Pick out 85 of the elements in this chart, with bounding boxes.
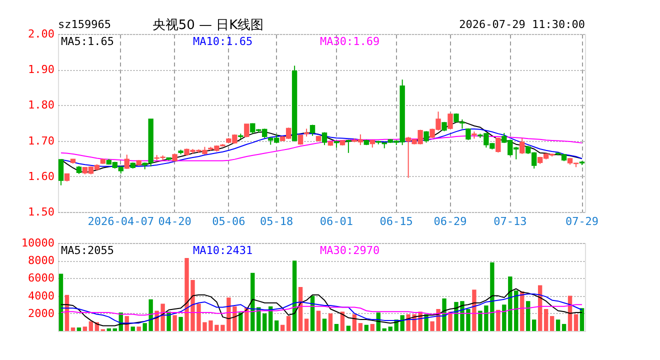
bar bbox=[70, 327, 76, 331]
bar bbox=[496, 310, 500, 331]
bar bbox=[274, 320, 279, 331]
bar bbox=[382, 328, 386, 331]
y-tick-label: 1.50 bbox=[28, 206, 54, 218]
y-tick-label: 8000 bbox=[28, 254, 54, 268]
bar bbox=[526, 301, 530, 331]
bar bbox=[364, 324, 369, 331]
text: MA30:1.69 bbox=[320, 35, 380, 48]
bar bbox=[514, 290, 518, 331]
bar bbox=[304, 318, 309, 331]
candlestick bbox=[496, 137, 501, 154]
bar bbox=[448, 312, 452, 331]
candlestick bbox=[424, 130, 429, 144]
line-series bbox=[60, 288, 583, 326]
x-tick-label: 06-15 bbox=[380, 215, 413, 228]
candlestick bbox=[322, 132, 328, 146]
bar bbox=[334, 324, 339, 331]
bar bbox=[502, 304, 506, 331]
text: MA10:2431 bbox=[193, 244, 253, 257]
bar bbox=[58, 274, 64, 331]
bar bbox=[322, 318, 327, 331]
bar bbox=[508, 276, 512, 331]
bar bbox=[292, 260, 297, 331]
y-tick-label: 4000 bbox=[28, 289, 54, 302]
x-tick-label: 05-18 bbox=[260, 215, 294, 228]
bar bbox=[82, 326, 88, 331]
bar bbox=[328, 313, 333, 331]
y-tick-label: 1.90 bbox=[28, 63, 54, 76]
candlestick bbox=[520, 137, 525, 154]
bar bbox=[358, 323, 363, 331]
bar bbox=[574, 314, 578, 331]
candlestick bbox=[58, 158, 64, 186]
bar bbox=[346, 326, 351, 331]
y-tick-label: 1.60 bbox=[28, 170, 54, 183]
candlestick bbox=[244, 124, 250, 138]
chart-title: 央视50 — 日K线图 bbox=[152, 18, 264, 33]
bar bbox=[136, 326, 141, 331]
candlestick bbox=[460, 118, 465, 130]
bar bbox=[262, 313, 267, 331]
line-series bbox=[60, 304, 583, 316]
text: sz159965 bbox=[58, 18, 111, 31]
line-series bbox=[60, 294, 583, 324]
bar bbox=[580, 308, 584, 331]
bar bbox=[532, 320, 536, 331]
bar bbox=[172, 315, 177, 331]
text: MA5:1.65 bbox=[61, 35, 114, 48]
x-tick-label: 04-20 bbox=[158, 215, 192, 228]
bar bbox=[280, 324, 285, 331]
x-tick-label: 07-13 bbox=[494, 215, 527, 228]
bar bbox=[550, 316, 554, 331]
bar bbox=[544, 309, 548, 331]
bar bbox=[130, 326, 135, 331]
text: MA10:1.65 bbox=[193, 35, 253, 48]
candlestick bbox=[346, 139, 352, 154]
x-tick-label: 06-01 bbox=[320, 215, 354, 228]
y-tick-label: 6000 bbox=[28, 272, 54, 285]
bar bbox=[442, 298, 446, 331]
y-tick-label: 10000 bbox=[21, 236, 54, 250]
y-tick-label: 2.00 bbox=[28, 28, 54, 40]
text: 2026-07-29 11:30:00 bbox=[459, 18, 585, 31]
bar bbox=[286, 316, 291, 331]
bar bbox=[178, 316, 183, 331]
bar bbox=[238, 312, 243, 331]
bar bbox=[370, 324, 374, 331]
bar bbox=[88, 321, 94, 331]
x-tick-label: 2026-04-07 bbox=[88, 215, 154, 228]
bar bbox=[112, 328, 117, 331]
bar bbox=[388, 326, 392, 331]
bar bbox=[472, 290, 476, 331]
bar bbox=[556, 320, 560, 331]
bar bbox=[562, 324, 566, 331]
bar bbox=[316, 310, 321, 331]
y-tick-label: 1.80 bbox=[28, 98, 54, 112]
bar bbox=[106, 328, 111, 331]
text: MA30:2970 bbox=[320, 244, 380, 257]
bar bbox=[76, 327, 82, 331]
y-tick-label: 2000 bbox=[28, 306, 54, 320]
candlestick bbox=[124, 154, 130, 170]
bar bbox=[340, 312, 345, 331]
x-tick-label: 06-29 bbox=[434, 215, 467, 228]
y-tick-label: 1.70 bbox=[28, 134, 54, 148]
x-tick-label: 05-06 bbox=[212, 215, 246, 228]
text: MA5:2055 bbox=[61, 244, 114, 257]
x-tick-label: 07-29 bbox=[565, 215, 599, 228]
